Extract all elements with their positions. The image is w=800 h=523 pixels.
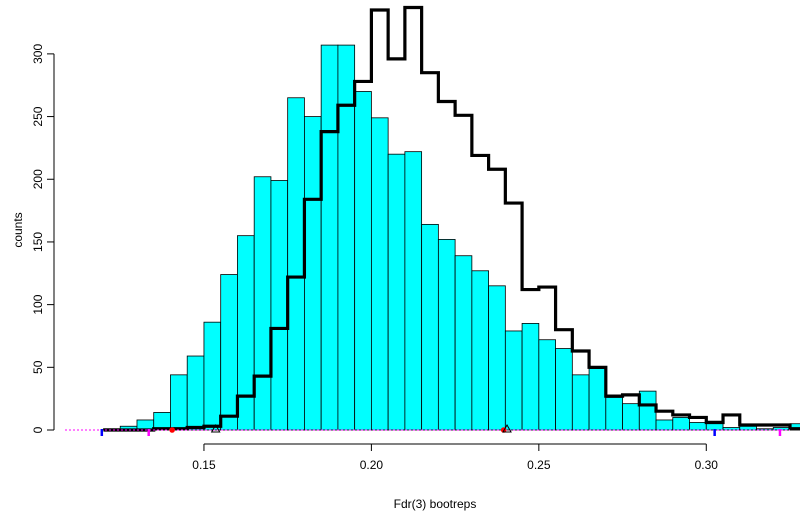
histogram-bar: [605, 396, 623, 431]
histogram-bar: [521, 323, 540, 431]
histogram-bar: [689, 422, 707, 431]
histogram-bar: [387, 153, 406, 431]
histogram-bar: [588, 368, 607, 431]
histogram-bar: [571, 374, 590, 431]
histogram-bar: [655, 419, 674, 431]
histogram-bar: [538, 339, 556, 431]
histogram-bar: [471, 270, 489, 431]
histogram-bar: [504, 330, 523, 431]
histogram-bar: [320, 44, 339, 431]
x-tick-label: 0.25: [527, 458, 551, 472]
histogram-bar: [622, 403, 640, 431]
step-outline-series: [103, 5, 800, 432]
histogram-bar: [421, 223, 439, 431]
x-tick-label: 0.20: [360, 458, 384, 472]
histogram-bar: [170, 374, 188, 431]
y-tick-label: 50: [31, 360, 45, 374]
histogram-bar: [220, 274, 238, 431]
histogram-bar: [186, 355, 205, 431]
histogram-bar: [237, 235, 255, 431]
x-tick-label: 0.30: [695, 458, 719, 472]
histogram-bar: [203, 321, 222, 431]
histogram-bar: [638, 390, 657, 431]
histogram-bar: [404, 151, 423, 431]
y-tick-label: 200: [31, 169, 45, 189]
histogram-bar: [370, 117, 389, 431]
histogram-bar: [672, 417, 690, 431]
histogram-bar: [337, 44, 356, 431]
histogram-bar: [555, 348, 573, 431]
y-tick-label: 250: [31, 106, 45, 126]
x-axis-title: Fdr(3) bootreps: [394, 497, 477, 511]
triangle-marker: [502, 423, 512, 433]
annotations-layer: [65, 423, 790, 436]
step-outline-line: [103, 5, 800, 432]
y-tick-label: 0: [31, 426, 45, 433]
y-tick-label: 100: [31, 294, 45, 314]
y-axis: 0 50 100 150 200 250 300: [31, 44, 55, 433]
x-tick-label: 0.15: [192, 458, 216, 472]
histogram-bar: [287, 97, 305, 431]
histogram-bar: [354, 91, 372, 431]
histogram-bar: [253, 176, 272, 431]
x-axis: 0.15 0.20 0.25 0.30: [192, 443, 719, 472]
histogram-bar: [437, 239, 456, 431]
red-point-marker: [169, 427, 175, 433]
y-tick-label: 150: [31, 232, 45, 252]
histogram-bar: [739, 425, 757, 431]
y-axis-title: counts: [11, 212, 25, 247]
triangle-marker: [210, 423, 221, 433]
histogram-bar: [488, 285, 506, 431]
histogram-bar: [304, 116, 322, 431]
histogram-bar: [270, 180, 289, 431]
histogram-bar: [454, 255, 473, 431]
y-tick-label: 300: [31, 44, 45, 64]
